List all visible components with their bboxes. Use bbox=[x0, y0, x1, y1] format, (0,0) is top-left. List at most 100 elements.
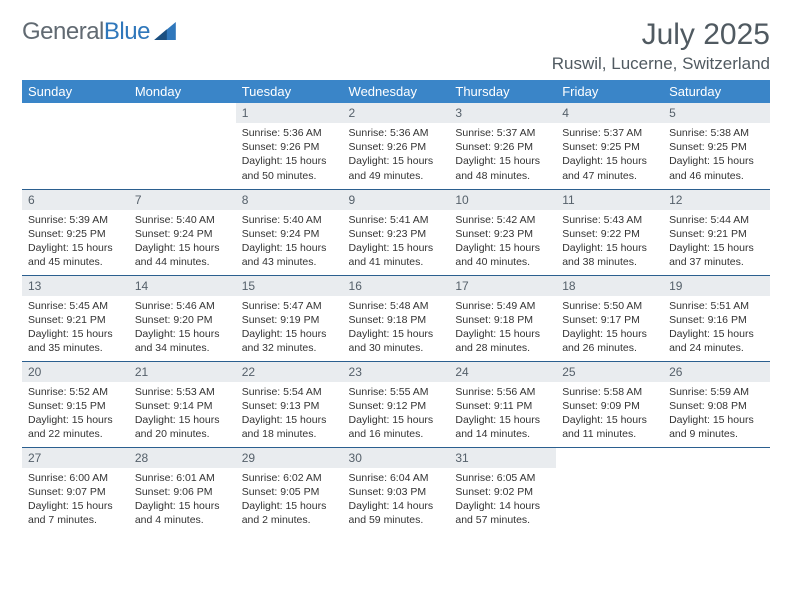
daylight-line1: Daylight: 15 hours bbox=[669, 327, 764, 341]
day-details: Sunrise: 5:44 AMSunset: 9:21 PMDaylight:… bbox=[663, 210, 770, 274]
sunset-text: Sunset: 9:26 PM bbox=[455, 140, 550, 154]
daylight-line1: Daylight: 15 hours bbox=[455, 413, 550, 427]
calendar-week-row: 20Sunrise: 5:52 AMSunset: 9:15 PMDayligh… bbox=[22, 361, 770, 447]
day-number: 2 bbox=[343, 103, 450, 123]
sunset-text: Sunset: 9:17 PM bbox=[562, 313, 657, 327]
daylight-line1: Daylight: 15 hours bbox=[669, 154, 764, 168]
daylight-line2: and 50 minutes. bbox=[242, 169, 337, 183]
daylight-line1: Daylight: 15 hours bbox=[455, 241, 550, 255]
day-number: 3 bbox=[449, 103, 556, 123]
sunset-text: Sunset: 9:26 PM bbox=[242, 140, 337, 154]
day-number: 11 bbox=[556, 190, 663, 210]
day-number: 7 bbox=[129, 190, 236, 210]
sunset-text: Sunset: 9:23 PM bbox=[455, 227, 550, 241]
sunset-text: Sunset: 9:18 PM bbox=[455, 313, 550, 327]
weekday-heading: Friday bbox=[556, 80, 663, 103]
day-details: Sunrise: 5:55 AMSunset: 9:12 PMDaylight:… bbox=[343, 382, 450, 446]
calendar-cell: 10Sunrise: 5:42 AMSunset: 9:23 PMDayligh… bbox=[449, 189, 556, 275]
daylight-line1: Daylight: 15 hours bbox=[242, 499, 337, 513]
calendar-cell: 5Sunrise: 5:38 AMSunset: 9:25 PMDaylight… bbox=[663, 103, 770, 189]
day-number: 13 bbox=[22, 276, 129, 296]
daylight-line1: Daylight: 15 hours bbox=[28, 327, 123, 341]
sunrise-text: Sunrise: 5:45 AM bbox=[28, 299, 123, 313]
daylight-line2: and 48 minutes. bbox=[455, 169, 550, 183]
day-number: 4 bbox=[556, 103, 663, 123]
day-details: Sunrise: 5:46 AMSunset: 9:20 PMDaylight:… bbox=[129, 296, 236, 360]
sunset-text: Sunset: 9:25 PM bbox=[28, 227, 123, 241]
day-details: Sunrise: 6:04 AMSunset: 9:03 PMDaylight:… bbox=[343, 468, 450, 532]
sunrise-text: Sunrise: 5:54 AM bbox=[242, 385, 337, 399]
calendar-cell: 9Sunrise: 5:41 AMSunset: 9:23 PMDaylight… bbox=[343, 189, 450, 275]
day-details: Sunrise: 5:59 AMSunset: 9:08 PMDaylight:… bbox=[663, 382, 770, 446]
brand-logo: GeneralBlue bbox=[22, 18, 176, 46]
daylight-line2: and 7 minutes. bbox=[28, 513, 123, 527]
daylight-line1: Daylight: 15 hours bbox=[349, 413, 444, 427]
calendar-cell: 31Sunrise: 6:05 AMSunset: 9:02 PMDayligh… bbox=[449, 447, 556, 533]
weekday-heading: Thursday bbox=[449, 80, 556, 103]
daylight-line2: and 44 minutes. bbox=[135, 255, 230, 269]
day-number: 16 bbox=[343, 276, 450, 296]
calendar-cell: 2Sunrise: 5:36 AMSunset: 9:26 PMDaylight… bbox=[343, 103, 450, 189]
location-text: Ruswil, Lucerne, Switzerland bbox=[552, 54, 770, 74]
sunrise-text: Sunrise: 5:56 AM bbox=[455, 385, 550, 399]
day-details: Sunrise: 5:41 AMSunset: 9:23 PMDaylight:… bbox=[343, 210, 450, 274]
daylight-line2: and 16 minutes. bbox=[349, 427, 444, 441]
daylight-line1: Daylight: 14 hours bbox=[455, 499, 550, 513]
calendar-week-row: 13Sunrise: 5:45 AMSunset: 9:21 PMDayligh… bbox=[22, 275, 770, 361]
day-details: Sunrise: 6:02 AMSunset: 9:05 PMDaylight:… bbox=[236, 468, 343, 532]
day-details: Sunrise: 5:38 AMSunset: 9:25 PMDaylight:… bbox=[663, 123, 770, 187]
daylight-line2: and 45 minutes. bbox=[28, 255, 123, 269]
day-details: Sunrise: 5:58 AMSunset: 9:09 PMDaylight:… bbox=[556, 382, 663, 446]
calendar-week-row: 1Sunrise: 5:36 AMSunset: 9:26 PMDaylight… bbox=[22, 103, 770, 189]
daylight-line1: Daylight: 15 hours bbox=[242, 241, 337, 255]
sunrise-text: Sunrise: 5:47 AM bbox=[242, 299, 337, 313]
daylight-line2: and 46 minutes. bbox=[669, 169, 764, 183]
daylight-line1: Daylight: 15 hours bbox=[349, 154, 444, 168]
calendar-cell: 12Sunrise: 5:44 AMSunset: 9:21 PMDayligh… bbox=[663, 189, 770, 275]
day-details: Sunrise: 5:40 AMSunset: 9:24 PMDaylight:… bbox=[129, 210, 236, 274]
day-number: 12 bbox=[663, 190, 770, 210]
daylight-line2: and 47 minutes. bbox=[562, 169, 657, 183]
daylight-line2: and 9 minutes. bbox=[669, 427, 764, 441]
day-number: 5 bbox=[663, 103, 770, 123]
day-number: 29 bbox=[236, 448, 343, 468]
daylight-line2: and 57 minutes. bbox=[455, 513, 550, 527]
calendar-cell bbox=[556, 447, 663, 533]
calendar-cell: 27Sunrise: 6:00 AMSunset: 9:07 PMDayligh… bbox=[22, 447, 129, 533]
daylight-line2: and 40 minutes. bbox=[455, 255, 550, 269]
daylight-line2: and 37 minutes. bbox=[669, 255, 764, 269]
daylight-line2: and 34 minutes. bbox=[135, 341, 230, 355]
day-number: 1 bbox=[236, 103, 343, 123]
sunrise-text: Sunrise: 5:50 AM bbox=[562, 299, 657, 313]
day-details: Sunrise: 5:56 AMSunset: 9:11 PMDaylight:… bbox=[449, 382, 556, 446]
title-block: July 2025 Ruswil, Lucerne, Switzerland bbox=[552, 18, 770, 74]
daylight-line1: Daylight: 14 hours bbox=[349, 499, 444, 513]
sunrise-text: Sunrise: 5:52 AM bbox=[28, 385, 123, 399]
sunset-text: Sunset: 9:25 PM bbox=[669, 140, 764, 154]
sunrise-text: Sunrise: 5:39 AM bbox=[28, 213, 123, 227]
calendar-cell bbox=[663, 447, 770, 533]
sunrise-text: Sunrise: 5:58 AM bbox=[562, 385, 657, 399]
sunset-text: Sunset: 9:21 PM bbox=[669, 227, 764, 241]
header-bar: GeneralBlue July 2025 Ruswil, Lucerne, S… bbox=[22, 18, 770, 74]
daylight-line2: and 28 minutes. bbox=[455, 341, 550, 355]
day-number: 17 bbox=[449, 276, 556, 296]
calendar-cell: 1Sunrise: 5:36 AMSunset: 9:26 PMDaylight… bbox=[236, 103, 343, 189]
day-number: 20 bbox=[22, 362, 129, 382]
day-details: Sunrise: 5:36 AMSunset: 9:26 PMDaylight:… bbox=[236, 123, 343, 187]
daylight-line2: and 38 minutes. bbox=[562, 255, 657, 269]
sunset-text: Sunset: 9:02 PM bbox=[455, 485, 550, 499]
calendar-week-row: 6Sunrise: 5:39 AMSunset: 9:25 PMDaylight… bbox=[22, 189, 770, 275]
day-number: 30 bbox=[343, 448, 450, 468]
daylight-line1: Daylight: 15 hours bbox=[242, 154, 337, 168]
calendar-cell: 14Sunrise: 5:46 AMSunset: 9:20 PMDayligh… bbox=[129, 275, 236, 361]
day-details: Sunrise: 5:37 AMSunset: 9:26 PMDaylight:… bbox=[449, 123, 556, 187]
daylight-line1: Daylight: 15 hours bbox=[242, 327, 337, 341]
weekday-heading: Monday bbox=[129, 80, 236, 103]
sunset-text: Sunset: 9:09 PM bbox=[562, 399, 657, 413]
day-details: Sunrise: 6:05 AMSunset: 9:02 PMDaylight:… bbox=[449, 468, 556, 532]
calendar-cell: 11Sunrise: 5:43 AMSunset: 9:22 PMDayligh… bbox=[556, 189, 663, 275]
day-details: Sunrise: 5:54 AMSunset: 9:13 PMDaylight:… bbox=[236, 382, 343, 446]
calendar-cell: 24Sunrise: 5:56 AMSunset: 9:11 PMDayligh… bbox=[449, 361, 556, 447]
daylight-line1: Daylight: 15 hours bbox=[349, 241, 444, 255]
